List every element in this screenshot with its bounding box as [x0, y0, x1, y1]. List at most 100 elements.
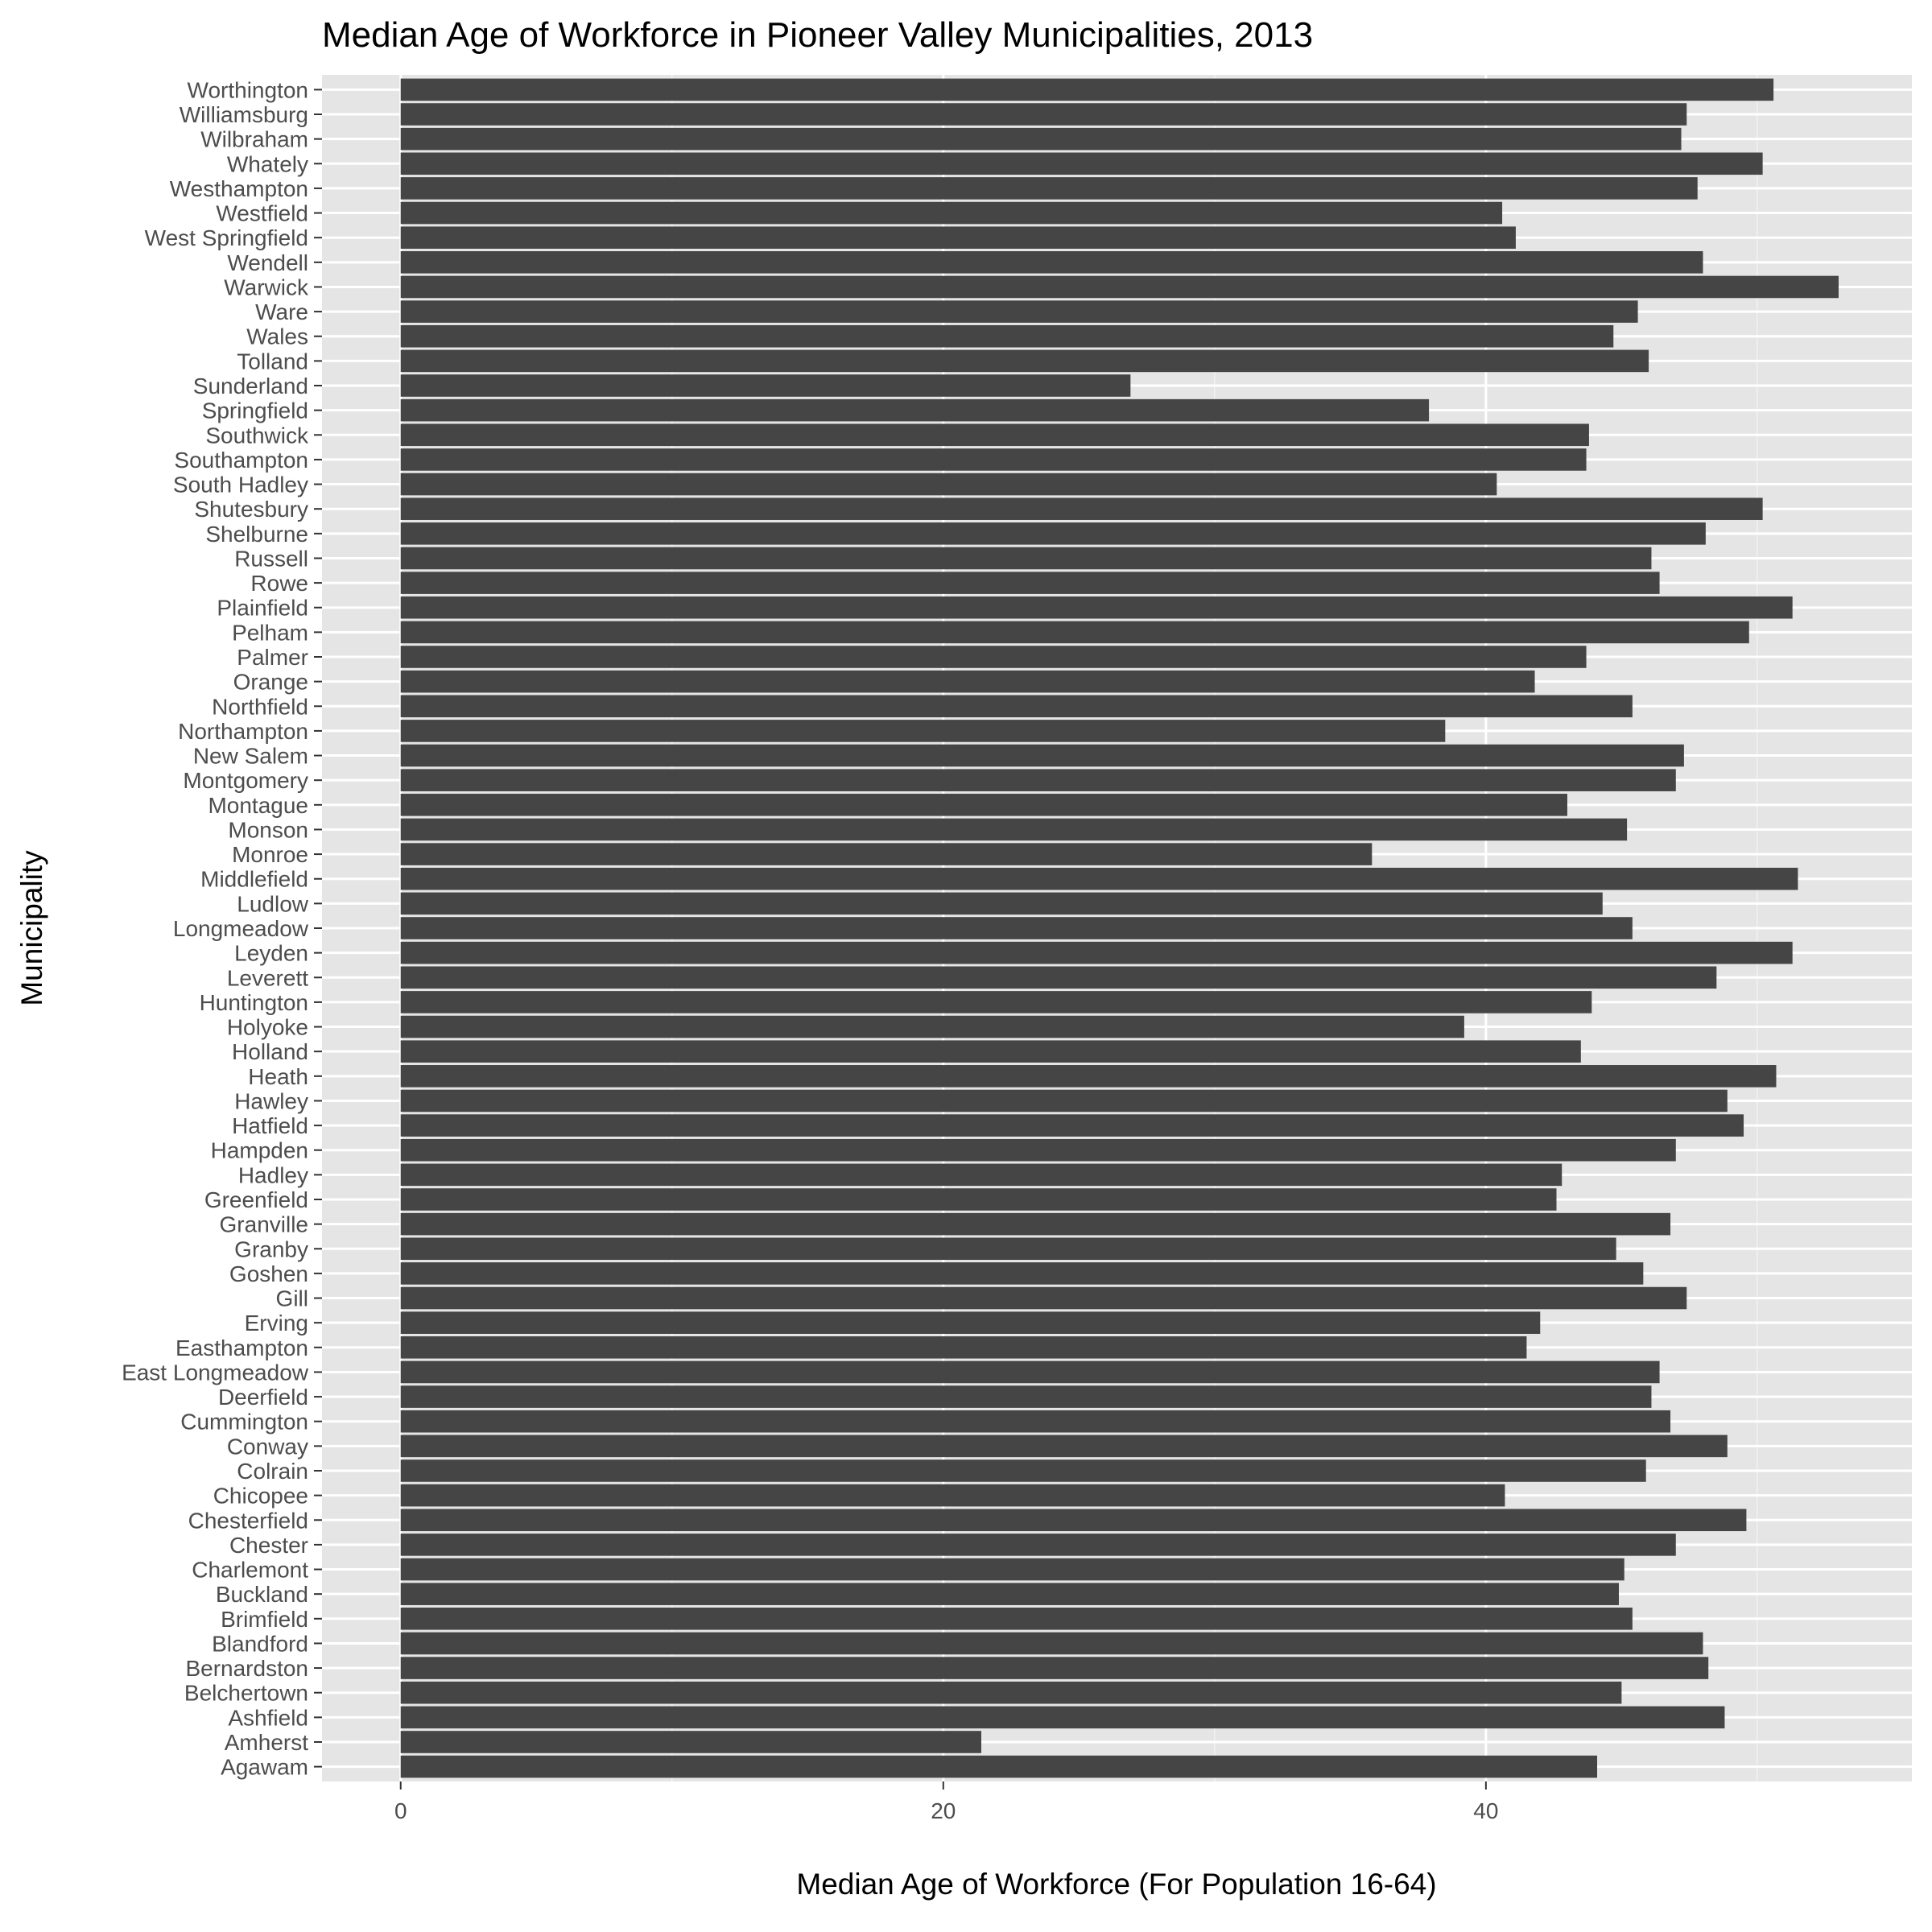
bar	[400, 1311, 1541, 1334]
bar	[400, 374, 1131, 397]
y-tick-label: Leyden	[234, 941, 308, 966]
x-tick-label: 0	[394, 1798, 407, 1823]
bar	[400, 769, 1676, 791]
y-tick-label: Monroe	[232, 842, 308, 867]
y-tick-label: Orange	[233, 670, 308, 695]
bar	[400, 720, 1446, 742]
y-tick-label: Bernardston	[185, 1656, 308, 1681]
bar	[400, 1262, 1644, 1285]
y-tick-label: Chester	[229, 1533, 308, 1558]
y-tick-label: Ashfield	[228, 1705, 308, 1730]
y-tick-label: Wales	[246, 324, 308, 349]
y-tick-label: Chicopee	[213, 1484, 308, 1509]
bar	[400, 1459, 1646, 1482]
bar	[400, 596, 1793, 619]
bar	[400, 1608, 1633, 1630]
bar	[400, 1089, 1728, 1113]
y-tick-label: Pelham	[232, 620, 308, 645]
y-tick-label: Cummington	[180, 1410, 308, 1435]
bar	[400, 1385, 1652, 1408]
y-axis: AgawamAmherstAshfieldBelchertownBernards…	[122, 77, 322, 1780]
y-tick-label: Worthington	[188, 77, 308, 102]
y-tick-label: Montgomery	[183, 768, 308, 793]
bar	[400, 473, 1497, 496]
chart-title: Median Age of Workforce in Pioneer Valle…	[322, 15, 1313, 55]
bar	[400, 818, 1628, 841]
bar	[400, 991, 1592, 1013]
y-tick-label: Hatfield	[232, 1113, 308, 1138]
bar	[400, 127, 1682, 151]
bar	[400, 1360, 1660, 1384]
bar	[400, 794, 1567, 816]
y-tick-label: Easthampton	[175, 1335, 308, 1360]
bar	[400, 744, 1684, 767]
y-tick-label: Hampden	[211, 1138, 308, 1163]
x-axis: 0 20 40	[394, 1781, 1498, 1823]
bar	[400, 497, 1763, 520]
y-tick-label: Southwick	[205, 423, 309, 448]
bar	[400, 843, 1373, 865]
y-tick-label: Chesterfield	[188, 1508, 308, 1533]
y-tick-label: Springfield	[202, 398, 308, 423]
x-tick-label: 20	[931, 1798, 956, 1823]
bar	[400, 1632, 1703, 1655]
bar	[400, 1657, 1709, 1679]
y-tick-label: Erving	[245, 1311, 308, 1335]
y-tick-label: Tolland	[237, 349, 308, 374]
y-tick-label: Northampton	[178, 719, 308, 744]
bar	[400, 572, 1660, 594]
y-tick-label: Conway	[227, 1434, 308, 1459]
y-tick-label: Heath	[248, 1064, 308, 1089]
y-tick-label: Ware	[255, 299, 308, 324]
y-tick-label: Brimfield	[221, 1607, 308, 1632]
bar	[400, 867, 1798, 890]
bar	[400, 1336, 1527, 1359]
y-tick-label: Hawley	[234, 1088, 308, 1113]
y-tick-label: Middlefield	[200, 867, 308, 892]
bar	[400, 941, 1793, 964]
y-tick-label: Charlemont	[192, 1558, 308, 1583]
bars	[400, 78, 1839, 1778]
y-tick-label: Ludlow	[237, 891, 309, 916]
y-tick-label: Wendell	[227, 250, 308, 275]
y-tick-label: Holland	[232, 1039, 308, 1064]
y-tick-label: South Hadley	[173, 473, 308, 497]
bar	[400, 1509, 1747, 1532]
bar	[400, 78, 1774, 101]
bar	[400, 670, 1535, 693]
y-tick-label: Granby	[234, 1236, 308, 1261]
bar	[400, 1558, 1624, 1581]
bar	[400, 423, 1589, 447]
bar	[400, 1138, 1676, 1162]
bar	[400, 1163, 1563, 1187]
bar	[400, 695, 1633, 718]
bar	[400, 547, 1652, 570]
bar	[400, 1681, 1622, 1704]
bar	[400, 201, 1503, 225]
bar	[400, 1286, 1687, 1310]
bar	[400, 646, 1587, 668]
bar	[400, 349, 1649, 373]
bar	[400, 966, 1717, 989]
y-tick-label: Monson	[228, 817, 308, 842]
y-tick-label: Williamsburg	[180, 102, 308, 127]
bar	[400, 300, 1638, 323]
bar	[400, 1534, 1676, 1556]
bar	[400, 152, 1763, 175]
y-tick-label: Rowe	[250, 571, 308, 596]
bar	[400, 1410, 1671, 1433]
y-tick-label: Amherst	[225, 1730, 308, 1755]
y-tick-label: West Springfield	[145, 225, 308, 250]
y-tick-label: Colrain	[237, 1459, 308, 1484]
bar	[400, 1484, 1505, 1507]
y-tick-label: Holyoke	[227, 1015, 308, 1040]
y-tick-label: Warwick	[224, 275, 309, 299]
y-tick-label: Whately	[227, 151, 308, 176]
x-tick-label: 40	[1473, 1798, 1498, 1823]
y-tick-label: Westfield	[216, 201, 308, 226]
bar	[400, 1188, 1557, 1211]
y-tick-label: Sunderland	[193, 374, 308, 398]
bar	[400, 1435, 1728, 1458]
y-tick-label: Palmer	[237, 645, 308, 670]
